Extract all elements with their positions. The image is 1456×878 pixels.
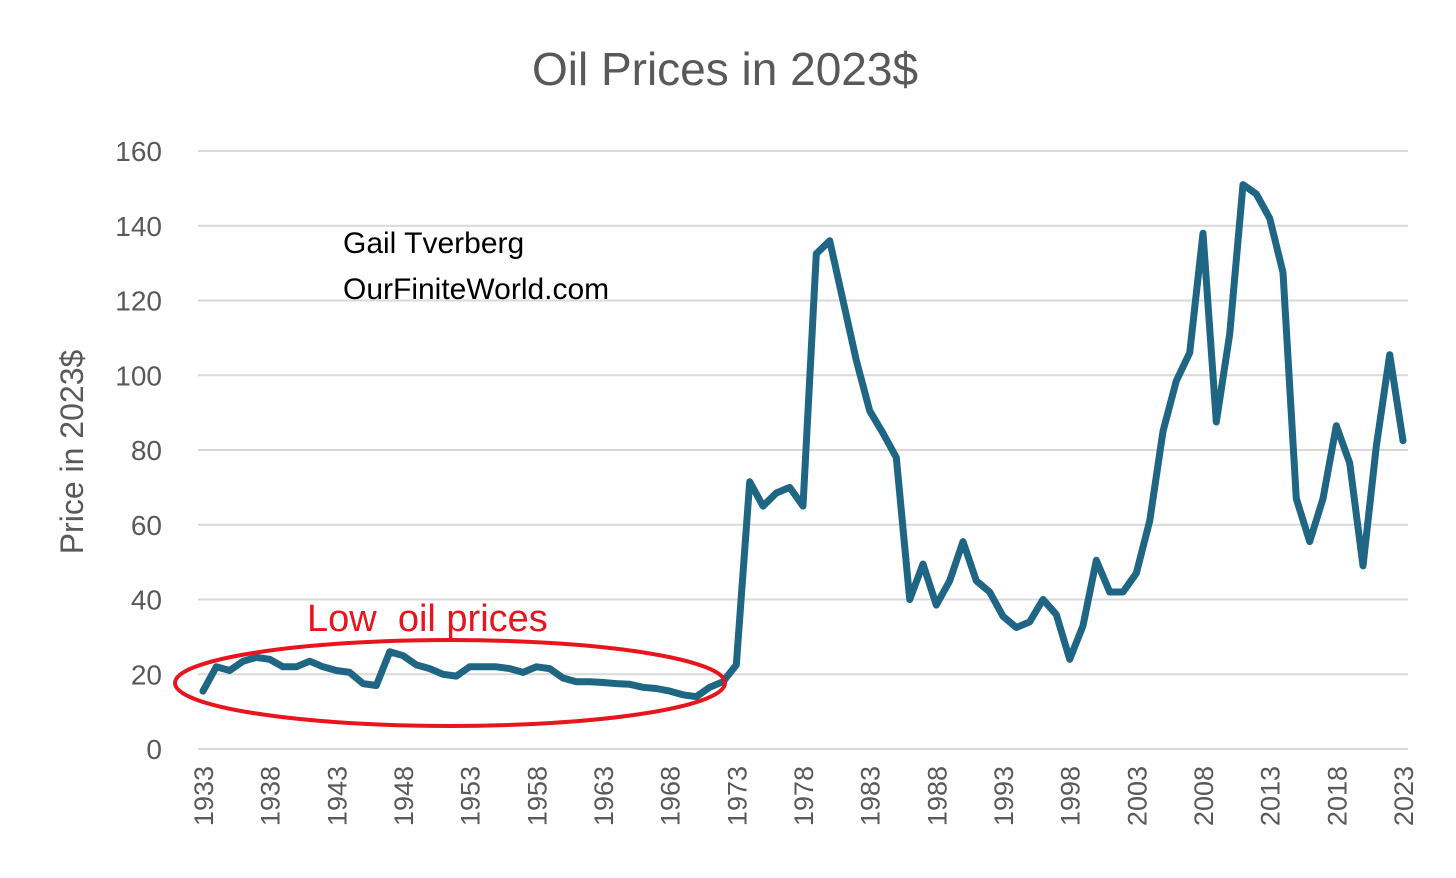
y-tick-label: 20 (131, 659, 162, 690)
y-tick-label: 140 (115, 211, 162, 242)
x-tick-label: 1933 (189, 766, 219, 826)
x-tick-label: 1943 (322, 766, 352, 826)
x-tick-label: 1958 (522, 766, 552, 826)
y-tick-label: 60 (131, 510, 162, 541)
x-axis-ticks: 1933 1938 1943 1948 1953 1958 1963 1968 1973 1978… (189, 766, 1419, 826)
x-tick-label: 1998 (1056, 766, 1086, 826)
x-tick-label: 2018 (1322, 766, 1352, 826)
y-tick-label: 100 (115, 360, 162, 391)
x-tick-label: 1988 (922, 766, 952, 826)
y-axis-label: Price in 2023$ (54, 350, 90, 555)
x-tick-label: 1978 (789, 766, 819, 826)
y-tick-label: 160 (115, 136, 162, 167)
credit-name: Gail Tverberg (343, 227, 524, 260)
x-tick-label: 1968 (656, 766, 686, 826)
y-axis-ticks: 0 20 40 60 80 100 120 140 160 (115, 136, 162, 765)
x-tick-label: 1993 (989, 766, 1019, 826)
low-oil-prices-ellipse (173, 638, 727, 728)
credit-site: OurFiniteWorld.com (343, 273, 609, 306)
y-tick-label: 80 (131, 435, 162, 466)
x-tick-label: 2008 (1189, 766, 1219, 826)
series-layer (199, 181, 1407, 701)
x-tick-label: 1973 (722, 766, 752, 826)
low-oil-prices-label: Low oil prices (307, 598, 548, 640)
x-tick-label: 1963 (589, 766, 619, 826)
x-tick-label: 1948 (389, 766, 419, 826)
x-tick-label: 1983 (856, 766, 886, 826)
x-tick-label: 2013 (1256, 766, 1286, 826)
x-tick-label: 2003 (1122, 766, 1152, 826)
y-tick-label: 40 (131, 585, 162, 616)
chart-title: Oil Prices in 2023$ (532, 43, 918, 95)
y-tick-label: 120 (115, 286, 162, 317)
x-tick-label: 1938 (256, 766, 286, 826)
x-tick-label: 2023 (1389, 766, 1419, 826)
series-line-0 (199, 181, 1407, 701)
x-tick-label: 1953 (456, 766, 486, 826)
y-tick-label: 0 (146, 734, 162, 765)
